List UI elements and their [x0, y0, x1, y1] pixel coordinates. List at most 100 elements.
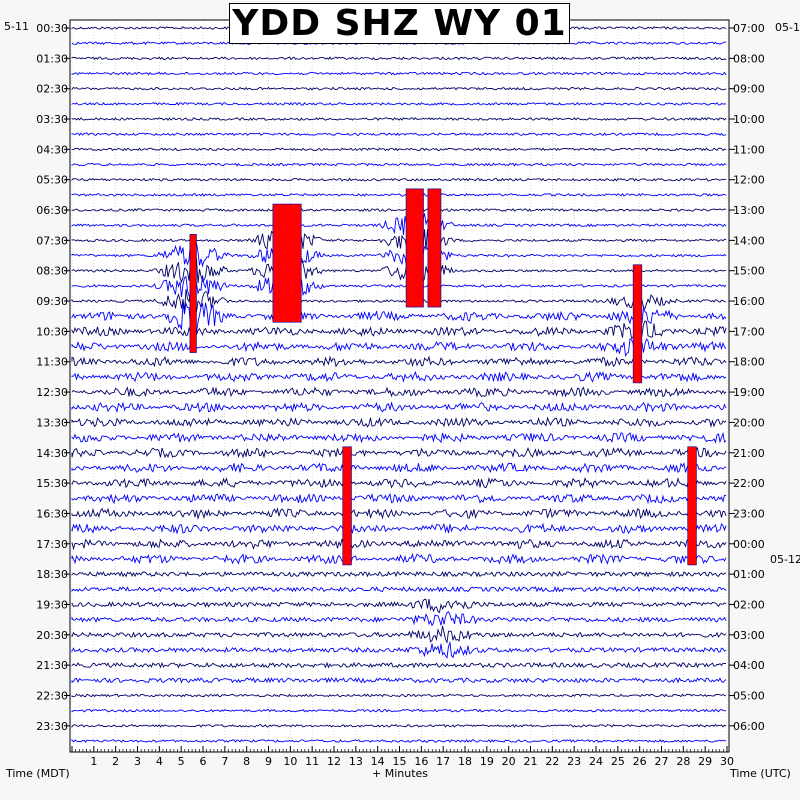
trace-row [71, 355, 727, 368]
right-axis-label: Time (UTC) [729, 767, 791, 780]
x-tick-label: 15 [393, 755, 407, 768]
x-tick-label: 29 [698, 755, 712, 768]
trace-row [71, 208, 727, 212]
x-tick-label: 7 [221, 755, 228, 768]
trace-row [71, 625, 727, 644]
left-tick-label: 10:30 [36, 325, 68, 338]
x-axis-label: + Minutes [372, 767, 428, 780]
left-tick-label: 17:30 [36, 538, 68, 551]
x-tick-label: 11 [305, 755, 319, 768]
trace-row [71, 447, 727, 459]
trace-row [71, 677, 727, 684]
right-tick-label: 11:00 [733, 143, 765, 156]
clipped-event [272, 203, 302, 323]
x-tick-label: 26 [633, 755, 647, 768]
clipped-events [189, 188, 697, 566]
left-tick-label: 23:30 [36, 720, 68, 733]
trace-row [71, 585, 727, 593]
x-tick-label: 6 [200, 755, 207, 768]
x-tick-label: 19 [480, 755, 494, 768]
x-tick-label: 5 [178, 755, 185, 768]
trace-row [71, 492, 727, 505]
trace-row [71, 386, 727, 398]
right-tick-label: 14:00 [733, 234, 765, 247]
trace-row [71, 301, 727, 335]
trace-row [71, 147, 727, 152]
left-tick-label: 04:30 [36, 143, 68, 156]
trace-row [71, 117, 727, 121]
left-axis-label: Time (MDT) [5, 767, 70, 780]
left-tick-label: 11:30 [36, 356, 68, 369]
trace-row [71, 212, 727, 238]
x-tick-label: 25 [611, 755, 625, 768]
trace-row [71, 611, 727, 627]
left-tick-label: 08:30 [36, 265, 68, 278]
right-tick-label: 03:00 [733, 629, 765, 642]
left-tick-label: 01:30 [36, 52, 68, 65]
left-tick-label: 21:30 [36, 659, 68, 672]
x-tick-label: 21 [524, 755, 538, 768]
x-tick-label: 24 [589, 755, 603, 768]
trace-row [71, 416, 727, 428]
left-tick-label: 14:30 [36, 447, 68, 460]
right-tick-label: 17:00 [733, 325, 765, 338]
left-tick-label: 00:30 [36, 22, 68, 35]
trace-row [71, 462, 727, 474]
trace-row [71, 240, 727, 271]
left-tick-label: 03:30 [36, 113, 68, 126]
trace-row [71, 552, 727, 565]
right-tick-label: 09:00 [733, 83, 765, 96]
trace-row [71, 598, 727, 614]
clipped-event [687, 446, 697, 566]
trace-row [71, 71, 727, 76]
right-tick-label: 01:00 [733, 568, 765, 581]
trace-row [71, 708, 727, 713]
left-axis-ticks: 00:30 01:30 02:30 03:30 04:30 05:30 06:30 07:30… [36, 22, 70, 733]
trace-row [71, 177, 727, 182]
left-tick-label: 13:30 [36, 416, 68, 429]
trace-row [71, 132, 727, 137]
trace-row [71, 86, 727, 91]
trace-row [71, 738, 727, 744]
left-date-label: 5-11 [4, 20, 29, 33]
trace-row [71, 192, 727, 197]
trace-row [71, 370, 727, 383]
right-date-label-2: 05-12 [770, 553, 800, 566]
trace-row [71, 287, 727, 316]
x-tick-label: 30 [720, 755, 734, 768]
x-tick-label: 14 [371, 755, 385, 768]
right-tick-label: 13:00 [733, 204, 765, 217]
right-tick-label: 23:00 [733, 507, 765, 520]
trace-row [71, 693, 727, 698]
left-tick-label: 05:30 [36, 174, 68, 187]
trace-row [71, 320, 727, 340]
x-tick-label: 2 [112, 755, 119, 768]
trace-row [71, 723, 727, 728]
right-tick-label: 16:00 [733, 295, 765, 308]
x-tick-label: 4 [156, 755, 163, 768]
left-tick-label: 12:30 [36, 386, 68, 399]
right-tick-label: 08:00 [733, 52, 765, 65]
clipped-event [342, 446, 352, 566]
clipped-event [427, 188, 442, 308]
x-tick-label: 10 [283, 755, 297, 768]
trace-row [71, 431, 727, 444]
x-tick-label: 23 [567, 755, 581, 768]
left-tick-label: 22:30 [36, 689, 68, 702]
right-axis-ticks: 07:00 08:00 09:00 10:00 11:00 12:00 13:00 14:00… [729, 22, 765, 733]
trace-row [71, 538, 727, 551]
trace-row [71, 640, 727, 659]
right-tick-label: 19:00 [733, 386, 765, 399]
clipped-event [632, 264, 643, 384]
left-tick-label: 18:30 [36, 568, 68, 581]
seismic-traces [71, 26, 727, 744]
x-tick-label: 18 [458, 755, 472, 768]
clipped-event [189, 234, 197, 353]
trace-row [71, 336, 727, 358]
right-tick-label: 18:00 [733, 356, 765, 369]
right-tick-label: 05:00 [733, 689, 765, 702]
right-tick-label: 21:00 [733, 447, 765, 460]
x-tick-label: 17 [436, 755, 450, 768]
chart-title: YDD SHZ WY 01 [229, 3, 570, 44]
